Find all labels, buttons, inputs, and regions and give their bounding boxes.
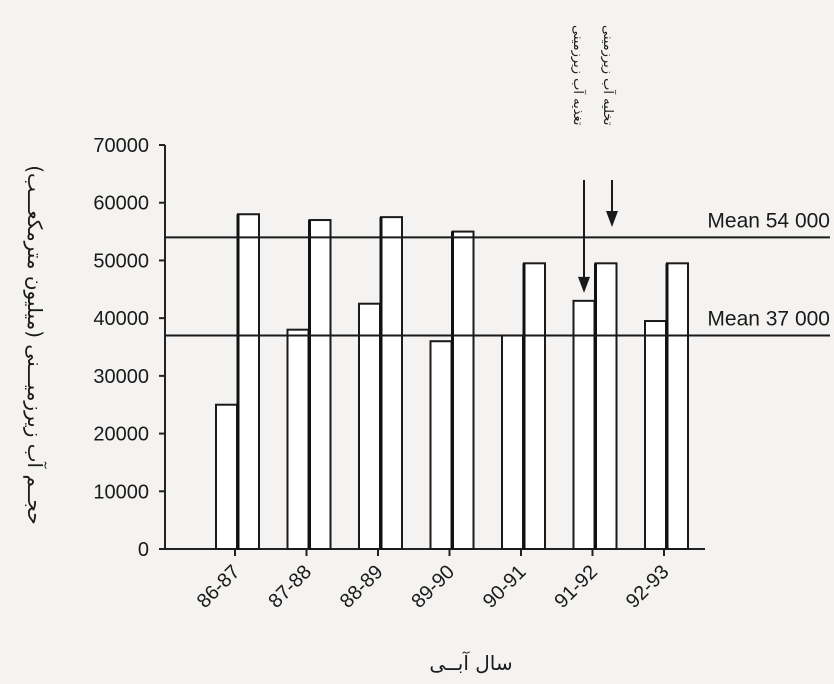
x-tick-label: 86-87 [193, 561, 245, 613]
annotation-arrow-head [578, 276, 590, 293]
x-tick-label: 89-90 [407, 561, 459, 613]
bar-series-2 [237, 213, 260, 550]
mean-label: Mean 54 000 [707, 209, 830, 232]
y-tick-label: 60000 [93, 193, 149, 215]
bar-series-1 [358, 302, 381, 551]
y-tick-label: 0 [138, 539, 149, 561]
x-axis: 86-87 87-88 88-89 89-90 90-91 91-92 92-93 [165, 548, 705, 613]
mean-label: Mean 37 000 [707, 307, 830, 330]
bar-series-1 [286, 328, 310, 550]
y-tick-label: 30000 [93, 366, 149, 388]
bar-series-1 [501, 334, 524, 551]
annotations: تغذیه آب زیرزمینی تخلیه آب زیرزمینی [570, 25, 618, 293]
x-axis-title: سال آبــی [429, 650, 512, 675]
bar-series-2 [380, 216, 403, 550]
bar-series-1 [572, 299, 596, 551]
bar-series-2 [451, 230, 475, 550]
bar-series-1 [644, 320, 667, 550]
x-tick-label: 92-93 [622, 561, 674, 613]
y-tick-label: 70000 [93, 135, 149, 157]
x-tick-label: 91-92 [550, 561, 602, 613]
y-axis: 0 10000 20000 30000 40000 50000 60000 70000 [93, 135, 166, 561]
y-tick-label: 50000 [93, 250, 149, 272]
bar-series-2 [308, 219, 332, 550]
annotation-label: تغذیه آب زیرزمینی [570, 25, 587, 126]
x-tick-label: 90-91 [479, 561, 531, 613]
y-tick-label: 10000 [93, 481, 149, 503]
y-tick-label: 20000 [93, 424, 149, 446]
y-tick-label: 40000 [93, 308, 149, 330]
bar-series-2 [666, 262, 689, 550]
bar-series-2 [594, 262, 618, 550]
x-tick-label: 87-88 [264, 561, 316, 613]
bar-series-1 [215, 403, 238, 551]
x-tick-label: 88-89 [336, 561, 388, 613]
annotation-label: تخلیه آب زیرزمینی [600, 25, 617, 126]
reference-lines: Mean 54 000 Mean 37 000 [165, 209, 830, 337]
annotation-arrow-head [606, 211, 618, 227]
bar-series-2 [523, 262, 546, 550]
bar-series-1 [429, 340, 453, 550]
bars [215, 213, 689, 551]
y-axis-title: حجــم آب زیرزمیـــنی (میلیون مترمکعـــب) [23, 165, 48, 525]
